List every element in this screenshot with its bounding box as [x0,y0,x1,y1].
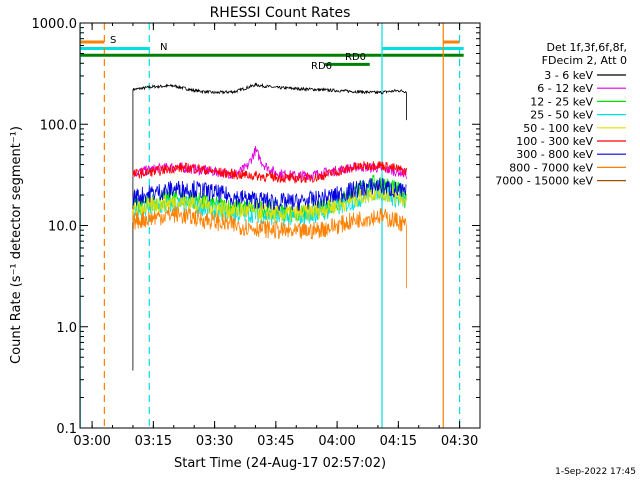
y-axis-label: Count Rate (s⁻¹ detector segment⁻¹) [9,126,24,364]
legend-label: 7000 - 15000 keV [495,175,593,188]
y-tick-label: 100.0 [40,118,77,133]
legend-label: 50 - 100 keV [523,122,593,135]
x-axis-ticks: 03:00 03:15 03:30 03:45 04:00 04:15 04:30 [73,23,481,449]
x-tick-label: 04:00 [318,434,355,449]
y-tick-label: 0.1 [56,422,77,437]
series-line [132,161,407,184]
legend-label: 800 - 7000 keV [509,161,593,174]
x-tick-label: 03:15 [135,434,172,449]
series-line [132,205,407,289]
legend-header: Det 1f,3f,6f,8f, [546,41,627,54]
time-bar-label: N [160,42,167,53]
x-tick-label: 04:30 [441,434,478,449]
series-line [132,146,407,181]
legend-label: 300 - 800 keV [516,148,593,161]
time-bar-label: RD6 [311,61,332,72]
legend-label: 6 - 12 keV [537,82,593,95]
legend-label: 12 - 25 keV [530,95,593,108]
series-line [132,177,407,211]
footer-timestamp: 1-Sep-2022 17:45 [555,467,636,477]
legend: Det 1f,3f,6f,8f,FDecim 2, Att 0 3 - 6 keV… [495,41,627,188]
y-tick-label: 10.0 [48,220,77,235]
legend-header: FDecim 2, Att 0 [542,54,627,67]
time-bar-label: S [110,35,116,46]
time-bar-label: RD0 [345,52,366,63]
x-axis-label: Start Time (24-Aug-17 02:57:02) [174,456,386,471]
x-tick-label: 03:00 [73,434,110,449]
y-axis-ticks: 1000.0 100.0 10.0 1.0 0.1 [32,17,480,437]
y-tick-label: 1000.0 [32,17,78,32]
x-tick-label: 03:30 [196,434,233,449]
legend-label: 3 - 6 keV [544,69,593,82]
series-lines [132,82,407,371]
legend-label: 100 - 300 keV [516,135,593,148]
legend-label: 25 - 50 keV [530,109,593,122]
plot-frame [79,22,481,429]
series-line [132,181,407,227]
x-tick-label: 04:15 [380,434,417,449]
chart-title: RHESSI Count Rates [210,5,351,21]
y-tick-label: 1.0 [56,321,77,336]
vertical-markers [79,23,461,428]
series-line [132,82,407,371]
series-line [132,182,407,223]
x-tick-label: 03:45 [257,434,294,449]
attenuator-time-bars: S N RD0 RD6 [80,35,464,72]
